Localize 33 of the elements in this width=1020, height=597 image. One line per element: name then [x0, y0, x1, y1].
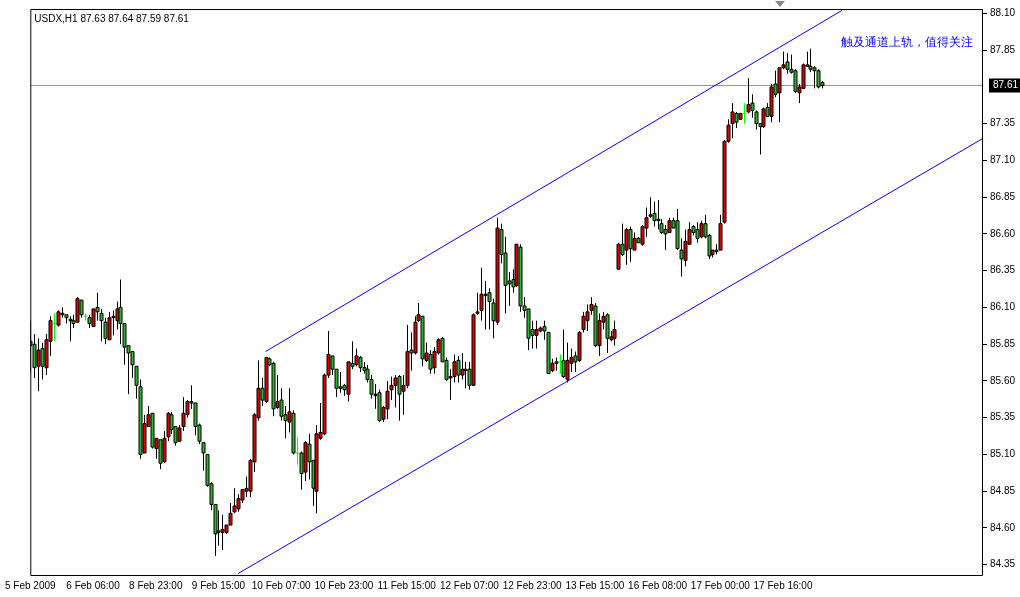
x-tick-label: 9 Feb 15:00: [191, 579, 246, 591]
y-tick-label: 86.85: [989, 190, 1016, 202]
x-tick-label: 5 Feb 2009: [4, 579, 57, 591]
x-tick-label: 17 Feb 16:00: [753, 579, 813, 591]
x-tick-label: 8 Feb 23:00: [129, 579, 183, 591]
candlestick: [295, 436, 300, 466]
y-tick-label: 87.10: [989, 154, 1016, 166]
y-tick-label: 84.60: [989, 521, 1016, 533]
y-tick-label: 84.85: [989, 484, 1016, 496]
x-tick-label: 11 Feb 15:00: [377, 579, 437, 591]
x-tick-label: 6 Feb 06:00: [66, 579, 121, 591]
x-tick-label: 10 Feb 07:00: [251, 579, 312, 591]
y-tick-label: 85.10: [989, 448, 1016, 460]
y-tick-label: 88.10: [989, 7, 1016, 19]
x-tick-label: 17 Feb 00:00: [690, 579, 751, 591]
x-tick-label: 13 Feb 15:00: [565, 579, 625, 591]
y-tick-label: 86.60: [989, 227, 1016, 239]
ref-line-label: 87.61: [992, 79, 1019, 91]
y-tick-label: 85.60: [989, 374, 1016, 386]
y-tick-label: 87.35: [989, 117, 1016, 129]
x-tick-label: 12 Feb 23:00: [502, 579, 563, 591]
y-tick-label: 86.35: [989, 264, 1016, 276]
chart-title: USDX,H1 87.63 87.64 87.59 87.61: [34, 12, 190, 24]
x-tick-label: 12 Feb 07:00: [439, 579, 500, 591]
candlestick: [83, 312, 88, 322]
y-tick-label: 85.85: [989, 337, 1016, 349]
y-tick-label: 86.10: [989, 301, 1016, 313]
y-tick-label: 84.35: [989, 558, 1016, 570]
y-tick-label: 87.85: [989, 43, 1016, 55]
y-tick-label: 85.35: [989, 411, 1016, 423]
annotation: 触及通道上轨，值得关注: [840, 35, 973, 50]
x-tick-label: 16 Feb 08:00: [628, 579, 688, 591]
x-tick-label: 10 Feb 23:00: [314, 579, 374, 591]
